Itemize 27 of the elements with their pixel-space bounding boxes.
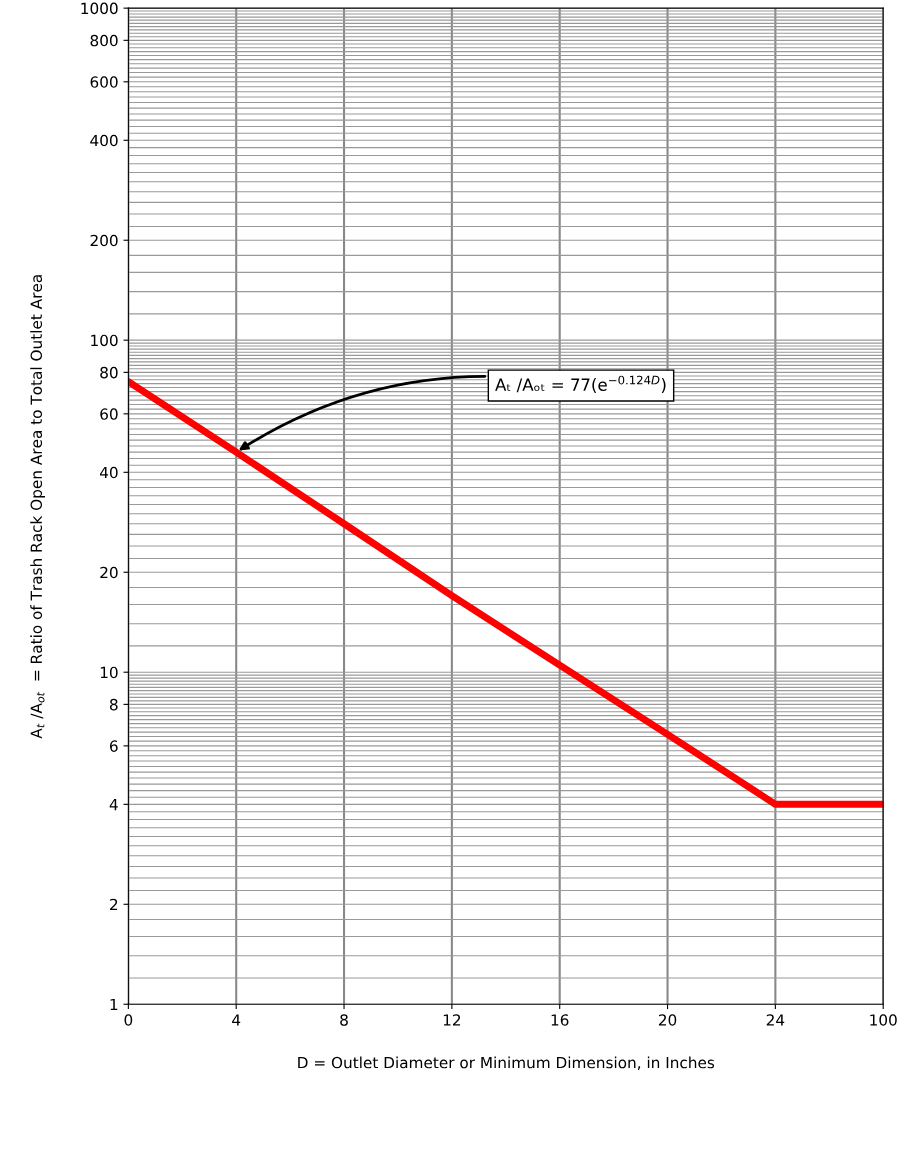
y-tick-label: 6 xyxy=(109,740,118,752)
x-tick-label: 4 xyxy=(232,1014,241,1026)
x-tick-label: 24 xyxy=(766,1014,785,1026)
x-axis-title: D = Outlet Diameter or Minimum Dimension, in Inches xyxy=(298,1056,715,1070)
y-tick-label: 20 xyxy=(100,566,118,579)
y-tick-label: 40 xyxy=(99,466,118,479)
y-tick-label: 400 xyxy=(90,134,118,147)
y-tick-label: 80 xyxy=(100,366,118,379)
y-tick-label: 1 xyxy=(110,998,118,1011)
y-tick-label: 2 xyxy=(110,898,118,911)
x-tick-label: 100 xyxy=(870,1014,897,1026)
y-tick-label: 10 xyxy=(100,666,118,679)
y-axis-title: A$_{t}$ /A$_{ot}$ = Ratio of Trash Rack Open Area to Total Outlet Area xyxy=(30,275,46,739)
x-tick-label: 8 xyxy=(340,1014,348,1026)
y-tick-label: 800 xyxy=(90,34,118,47)
x-tick-label: 12 xyxy=(443,1014,461,1026)
annotation: Aₜ /Aₒₜ = 77(e$^{−0.124D}$) xyxy=(495,375,666,393)
y-tick-label: 100 xyxy=(91,334,118,347)
y-tick-label: 1000 xyxy=(81,2,118,15)
y-tick-label: 200 xyxy=(90,234,118,247)
y-tick-label: 4 xyxy=(109,799,118,811)
x-tick-label: 20 xyxy=(658,1014,677,1026)
x-tick-label: 16 xyxy=(551,1014,569,1026)
y-tick-label: 8 xyxy=(109,698,118,711)
x-tick-label: 0 xyxy=(124,1014,133,1026)
y-tick-label: 600 xyxy=(90,76,118,88)
y-tick-label: 60 xyxy=(100,408,118,420)
